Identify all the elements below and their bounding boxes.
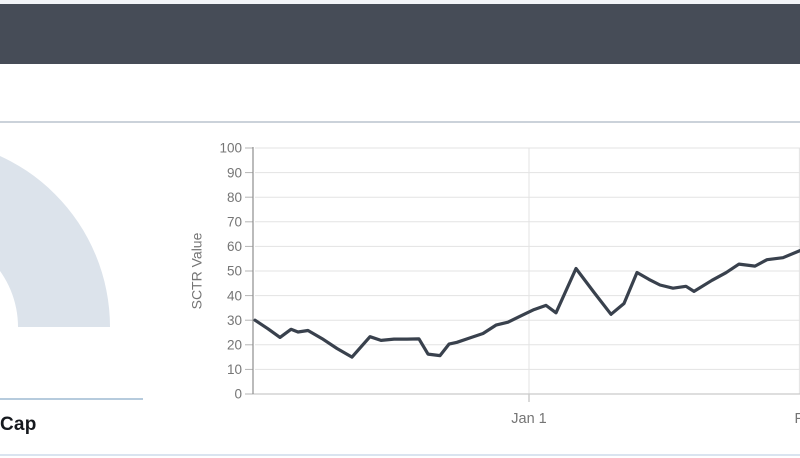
y-tick-label: 20 — [227, 338, 242, 353]
top-strip — [0, 0, 800, 4]
x-axis-label: Feb 1 — [794, 411, 800, 427]
y-tick-label: 90 — [227, 165, 242, 180]
app-header — [0, 4, 800, 64]
content-divider — [0, 121, 800, 123]
gauge-arc — [0, 155, 110, 327]
y-tick-label: 80 — [227, 190, 242, 205]
bottom-divider — [0, 454, 800, 456]
y-tick-label: 10 — [227, 362, 242, 377]
y-tick-label: 60 — [227, 239, 242, 254]
y-tick-label: 30 — [227, 313, 242, 328]
card-divider — [0, 398, 143, 400]
card-footer-label: Cap — [0, 414, 37, 435]
y-tick-label: 0 — [234, 387, 242, 402]
y-tick-label: 40 — [227, 288, 242, 303]
y-tick-label: 70 — [227, 215, 242, 230]
y-tick-label: 100 — [219, 141, 242, 156]
y-tick-label: 50 — [227, 264, 242, 279]
sctr-series-line[interactable] — [253, 249, 800, 359]
x-axis-label: Jan 1 — [511, 411, 546, 427]
y-axis-title: SCTR Value — [188, 148, 204, 394]
y-axis-title-text: SCTR Value — [188, 232, 204, 310]
